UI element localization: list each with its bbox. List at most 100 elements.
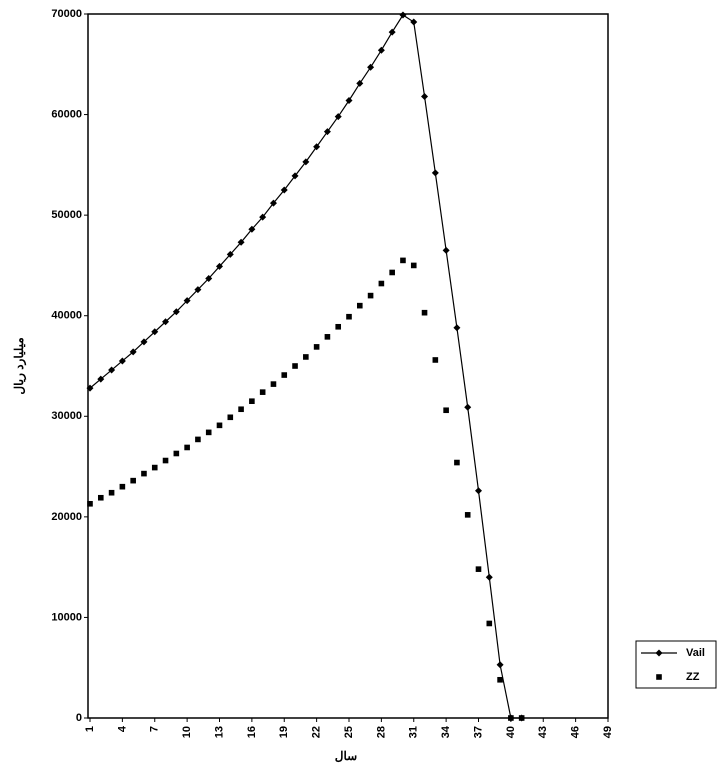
- marker: [345, 96, 353, 104]
- marker: [87, 500, 93, 507]
- marker: [226, 250, 234, 258]
- marker: [486, 620, 493, 627]
- marker: [464, 403, 472, 411]
- y-axis-title: میلیارد ریال: [12, 337, 27, 394]
- marker: [259, 213, 267, 221]
- marker: [216, 262, 223, 270]
- marker: [497, 676, 503, 683]
- marker: [270, 381, 277, 387]
- marker: [421, 309, 428, 316]
- marker: [259, 389, 266, 395]
- marker: [388, 28, 396, 36]
- marker: [475, 566, 482, 572]
- x-tick-label: 13: [213, 726, 225, 738]
- marker: [205, 429, 212, 436]
- marker: [141, 470, 147, 477]
- marker: [238, 406, 244, 413]
- x-tick-label: 10: [181, 726, 193, 738]
- marker: [172, 308, 180, 316]
- marker: [151, 464, 158, 471]
- marker: [324, 334, 331, 340]
- x-tick-label: 7: [149, 726, 161, 732]
- marker: [302, 158, 310, 166]
- marker: [86, 384, 94, 392]
- marker: [108, 489, 115, 496]
- marker: [399, 11, 407, 19]
- marker: [194, 286, 202, 294]
- marker: [281, 372, 288, 378]
- marker: [108, 366, 116, 374]
- marker: [431, 169, 439, 177]
- marker: [205, 275, 213, 283]
- marker: [508, 715, 514, 721]
- legend-label: Vail: [686, 647, 705, 659]
- marker: [442, 246, 450, 254]
- marker: [378, 280, 385, 287]
- y-tick-label: 70000: [51, 8, 82, 20]
- marker: [119, 483, 126, 490]
- marker: [216, 422, 223, 429]
- x-tick-label: 16: [246, 726, 258, 738]
- marker: [389, 269, 395, 276]
- y-tick-label: 10000: [51, 611, 82, 623]
- marker: [97, 494, 104, 501]
- marker: [162, 318, 170, 326]
- x-tick-label: 43: [537, 726, 549, 738]
- marker: [173, 450, 180, 457]
- marker: [183, 297, 191, 305]
- marker: [421, 92, 429, 100]
- x-tick-label: 34: [440, 725, 452, 738]
- marker: [346, 313, 352, 320]
- marker: [303, 354, 309, 360]
- marker: [227, 414, 234, 421]
- x-tick-label: 4: [116, 725, 128, 732]
- marker: [249, 398, 255, 404]
- x-tick-label: 22: [311, 726, 323, 738]
- marker: [356, 79, 364, 87]
- marker: [313, 344, 320, 350]
- marker: [140, 338, 148, 346]
- marker: [97, 375, 105, 383]
- x-tick-label: 25: [343, 726, 355, 738]
- marker: [248, 225, 256, 233]
- x-tick-label: 31: [408, 726, 420, 738]
- x-tick-label: 28: [375, 726, 387, 738]
- plot-frame: [87, 13, 609, 719]
- marker: [432, 357, 439, 363]
- x-axis-title: سال: [335, 749, 357, 763]
- marker: [334, 113, 342, 121]
- marker: [237, 238, 245, 246]
- marker: [184, 444, 190, 451]
- y-tick-label: 20000: [51, 511, 82, 523]
- y-tick-label: 0: [76, 712, 82, 724]
- x-tick-label: 40: [505, 726, 517, 738]
- marker: [410, 262, 417, 269]
- legend-box: [635, 640, 717, 689]
- x-tick-label: 19: [278, 726, 290, 738]
- marker: [655, 649, 663, 657]
- marker: [118, 357, 126, 365]
- x-tick-label: 37: [472, 726, 484, 738]
- marker: [292, 363, 298, 369]
- marker: [454, 459, 460, 466]
- marker: [291, 172, 299, 180]
- marker: [313, 143, 321, 151]
- marker: [443, 407, 449, 414]
- marker: [323, 128, 331, 136]
- marker: [464, 512, 471, 518]
- marker: [367, 292, 374, 299]
- y-tick-label: 50000: [51, 209, 82, 221]
- marker: [129, 348, 137, 356]
- marker: [335, 323, 342, 330]
- marker: [485, 573, 493, 581]
- marker: [475, 487, 482, 495]
- marker: [496, 661, 504, 669]
- legend-label: ZZ: [686, 671, 700, 683]
- marker: [518, 715, 525, 721]
- marker: [377, 46, 385, 54]
- marker: [410, 18, 418, 26]
- marker: [162, 457, 169, 464]
- marker: [453, 324, 461, 332]
- y-tick-label: 60000: [51, 108, 82, 120]
- marker: [367, 63, 375, 71]
